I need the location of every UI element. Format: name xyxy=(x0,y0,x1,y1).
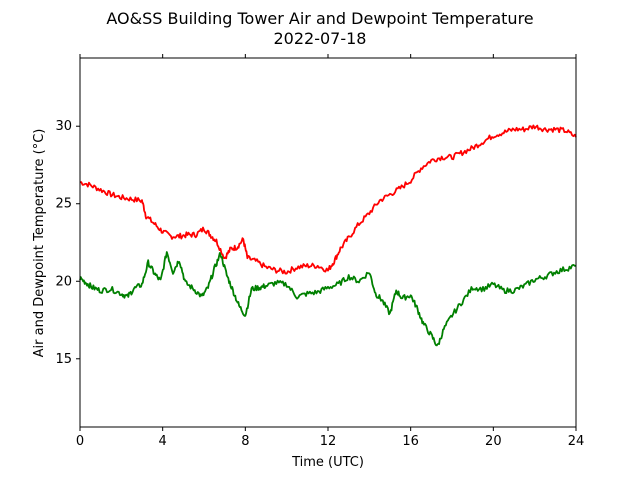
x-tick-label: 4 xyxy=(159,434,167,449)
y-tick-label: 20 xyxy=(55,274,72,289)
y-tick-label: 25 xyxy=(55,197,72,212)
x-tick-label: 24 xyxy=(568,434,585,449)
plot-frame xyxy=(79,57,577,428)
x-axis-label: Time (UTC) xyxy=(291,455,364,470)
plot-area: 0 4 8 12 16 20 24 15 20 25 30 xyxy=(55,54,584,449)
x-tick-label: 20 xyxy=(485,434,502,449)
y-tick-label: 15 xyxy=(55,352,72,367)
chart-subtitle: 2022-07-18 xyxy=(274,29,367,48)
y-tick-label: 30 xyxy=(55,119,72,134)
x-tick-label: 8 xyxy=(241,434,249,449)
x-tick-label: 16 xyxy=(402,434,419,449)
series-line-0 xyxy=(80,124,577,275)
x-tick-label: 0 xyxy=(76,434,84,449)
y-axis-label: Air and Dewpoint Temperature (°C) xyxy=(32,129,47,358)
series-line-1 xyxy=(79,251,576,347)
x-tick-label: 12 xyxy=(320,434,337,449)
chart-title: AO&SS Building Tower Air and Dewpoint Te… xyxy=(106,9,533,28)
